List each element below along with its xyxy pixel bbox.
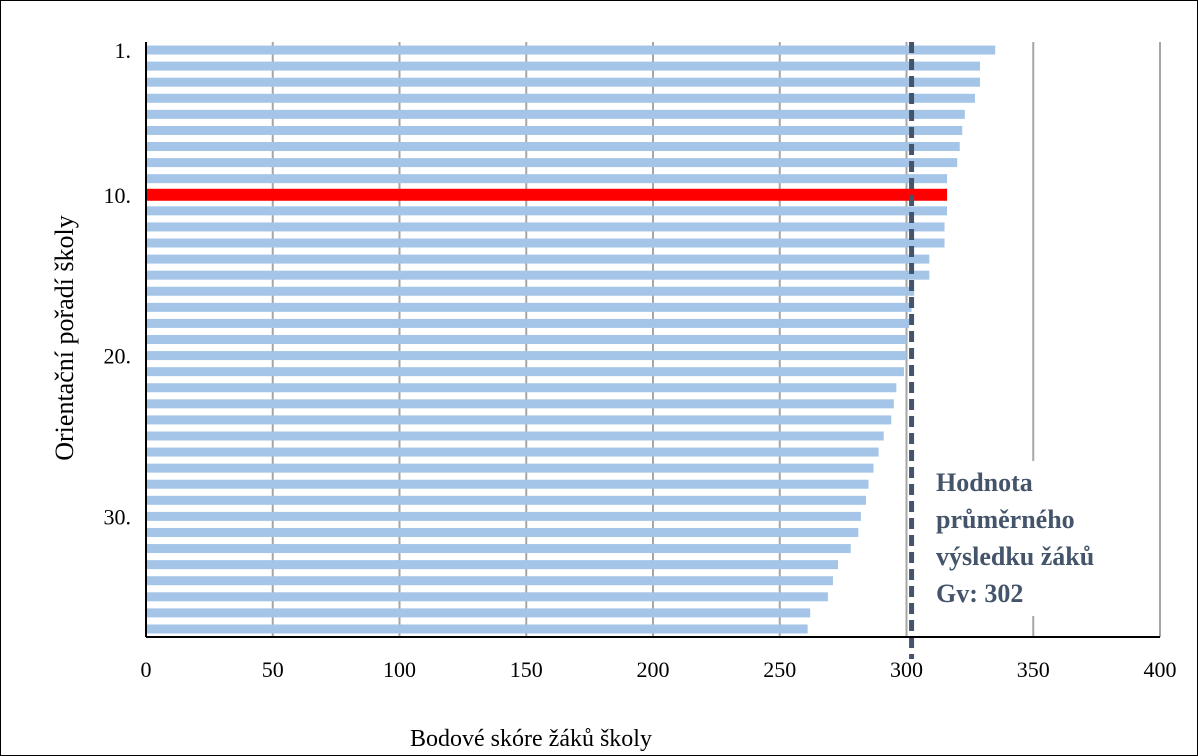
bar-rank-2 xyxy=(146,61,981,71)
bar-rank-27 xyxy=(146,463,874,473)
x-tick-label-200: 200 xyxy=(637,657,670,682)
bar-rank-34 xyxy=(146,576,833,586)
bar-rank-17 xyxy=(146,302,912,312)
bar-highlight-rank-10 xyxy=(146,188,948,201)
y-tick-label-30: 30. xyxy=(104,504,132,529)
bar-rank-14 xyxy=(146,254,930,264)
axes xyxy=(145,42,1160,638)
x-tick-labels: 0 50 100 150 200 250 300 350 400 xyxy=(141,657,1177,682)
bar-rank-35 xyxy=(146,592,828,602)
y-tick-labels: 1. 10. 20. 30. xyxy=(104,38,132,529)
bar-rank-25 xyxy=(146,431,884,441)
average-label-line-2: průměrného xyxy=(936,505,1075,534)
bar-rank-1 xyxy=(146,45,996,55)
average-label: Hodnota průměrného výsledku žáků Gv: 302 xyxy=(936,468,1094,608)
bars xyxy=(146,45,996,634)
average-label-line-3: výsledku žáků xyxy=(936,542,1094,571)
average-label-line-4: Gv: 302 xyxy=(936,579,1023,608)
x-tick-label-400: 400 xyxy=(1144,657,1177,682)
y-tick-label-1: 1. xyxy=(115,38,132,63)
bar-rank-37 xyxy=(146,624,808,634)
bar-rank-23 xyxy=(146,399,894,409)
x-axis-label: Bodové skóre žáků školy xyxy=(410,726,652,752)
x-tick-label-300: 300 xyxy=(890,657,923,682)
bar-rank-13 xyxy=(146,238,945,248)
bar-rank-29 xyxy=(146,495,866,505)
bar-rank-7 xyxy=(146,142,960,152)
bar-rank-9 xyxy=(146,174,948,184)
bar-rank-32 xyxy=(146,544,851,554)
bar-rank-30 xyxy=(146,511,861,521)
y-axis-label: Orientační pořadí školy xyxy=(50,215,79,461)
bar-rank-21 xyxy=(146,367,904,377)
bar-rank-31 xyxy=(146,527,859,537)
average-label-backdrop xyxy=(927,461,1137,616)
x-tick-label-350: 350 xyxy=(1017,657,1050,682)
bar-rank-28 xyxy=(146,479,869,489)
bar-rank-8 xyxy=(146,158,958,168)
x-tick-label-250: 250 xyxy=(763,657,796,682)
bar-rank-16 xyxy=(146,286,915,296)
x-tick-label-50: 50 xyxy=(262,657,284,682)
bar-rank-26 xyxy=(146,447,879,457)
average-label-line-1: Hodnota xyxy=(936,468,1033,497)
bar-rank-24 xyxy=(146,415,892,425)
bar-rank-6 xyxy=(146,125,963,135)
bar-rank-20 xyxy=(146,351,907,361)
bar-rank-11 xyxy=(146,206,948,216)
x-tick-label-150: 150 xyxy=(510,657,543,682)
y-tick-label-20: 20. xyxy=(104,344,132,369)
bar-rank-4 xyxy=(146,93,975,103)
bar-rank-3 xyxy=(146,77,981,87)
x-tick-label-0: 0 xyxy=(141,657,152,682)
bar-rank-5 xyxy=(146,109,965,119)
bar-rank-36 xyxy=(146,608,811,618)
y-tick-label-10: 10. xyxy=(104,183,132,208)
bar-rank-15 xyxy=(146,270,930,280)
average-marker xyxy=(909,42,1137,659)
bar-rank-22 xyxy=(146,383,897,393)
bar-rank-12 xyxy=(146,222,945,232)
x-tick-label-100: 100 xyxy=(383,657,416,682)
bar-rank-19 xyxy=(146,335,907,344)
bar-rank-18 xyxy=(146,318,910,328)
bar-rank-33 xyxy=(146,560,839,570)
